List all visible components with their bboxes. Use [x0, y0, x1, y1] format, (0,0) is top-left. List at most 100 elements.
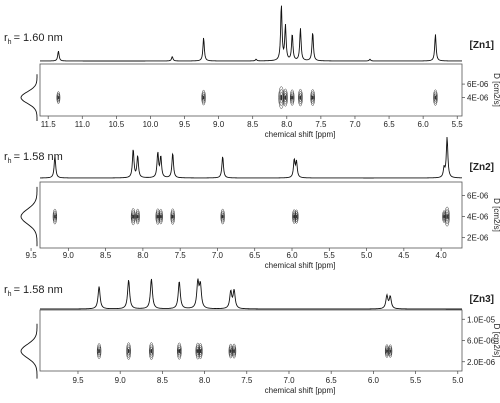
x-tick-label: 6.0	[418, 120, 430, 129]
contour	[290, 91, 294, 104]
dosy-crosspeak-1	[56, 91, 61, 104]
contour	[126, 344, 131, 358]
dosy-crosspeak-4	[176, 342, 182, 360]
x-axis-label: chemical shift [ppm]	[265, 261, 336, 270]
contour	[232, 345, 236, 357]
contour	[136, 212, 139, 221]
y-axis-label: D [cm2/s]	[492, 198, 500, 232]
contour	[126, 342, 131, 360]
dosy-panel-3: 9.5 9.0 8.5 8.0 7.5 7.0 6.5 6.0 5.5 5.0 1.0E-05 6.0…	[4, 278, 500, 395]
spectrum-trace	[40, 5, 462, 62]
dosy-crosspeak-10	[388, 344, 393, 358]
dosy-crosspeak-6	[298, 88, 303, 107]
contour	[54, 214, 56, 219]
contour	[389, 349, 391, 353]
contour	[170, 208, 175, 225]
y-tick-label: 6.0E-06	[467, 337, 496, 346]
x-tick-label: 7.5	[175, 251, 187, 260]
x-tick-label: 9.0	[63, 251, 75, 260]
dosy-crosspeak-5	[289, 89, 295, 106]
y-axis-label: D [cm2/s]	[492, 324, 500, 358]
dosy-panel-2: 9.5 9.0 8.5 8.0 7.5 7.0 6.5 6.0 5.5 5.0 4.5 4.0 6E-0…	[4, 136, 500, 270]
contour	[221, 212, 224, 221]
contour	[283, 90, 288, 105]
dosy-panel-1: 11.5 11.0 10.5 10.0 9.5 9.0 8.5 8.0 7.5 7.0 6.5 6.0…	[4, 5, 500, 139]
dosy-crosspeak-2	[126, 342, 131, 360]
contour	[311, 95, 314, 100]
contour	[232, 347, 236, 355]
contour	[52, 208, 58, 225]
x-tick-label: 8.0	[281, 120, 293, 129]
y-tick-label: 6E-06	[467, 191, 489, 200]
contour	[170, 210, 175, 223]
contour	[386, 349, 388, 353]
dosy-crosspeak-3	[149, 342, 154, 360]
dosy-crosspeak-7	[310, 89, 315, 106]
x-tick-label: 7.0	[283, 376, 295, 385]
dosy-crosspeak-2	[201, 89, 206, 106]
contour	[230, 349, 232, 354]
y-tick-label: 2.0E-06	[467, 358, 496, 367]
x-tick-label: 9.5	[179, 120, 191, 129]
x-tick-label: 9.5	[72, 376, 84, 385]
x-tick-label: 6.0	[286, 251, 298, 260]
contour	[229, 347, 232, 355]
rh-symbol: r	[4, 284, 8, 296]
contour	[159, 210, 163, 223]
x-tick-label: 5.0	[452, 376, 464, 385]
contour	[53, 212, 57, 221]
contour	[160, 214, 162, 219]
compound-label: [Zn1]	[470, 40, 494, 51]
contour	[127, 346, 130, 356]
f1-projection	[20, 323, 38, 379]
contour	[136, 210, 140, 223]
contour	[130, 208, 136, 226]
contour	[53, 210, 57, 223]
x-tick-label: 7.0	[212, 251, 224, 260]
contour	[158, 208, 163, 225]
x-tick-label: 6.5	[249, 251, 261, 260]
x-tick-label: 10.5	[109, 120, 125, 129]
y-axis-label: D [cm2/s]	[492, 73, 500, 107]
contour	[233, 349, 235, 354]
dosy-crosspeak-8	[433, 89, 438, 106]
dosy-frame	[39, 63, 463, 117]
contour	[220, 208, 225, 225]
x-axis-label: chemical shift [ppm]	[265, 130, 336, 139]
x-tick-label: 5.5	[452, 120, 464, 129]
x-tick-label: 11.5	[41, 120, 57, 129]
contour	[221, 210, 225, 223]
contour	[57, 95, 60, 100]
dosy-crosspeak-1	[96, 343, 102, 360]
contour	[96, 343, 102, 360]
contour	[434, 95, 437, 100]
spectrum-trace	[40, 278, 462, 310]
x-tick-label: 10.0	[143, 120, 159, 129]
x-tick-label: 5.5	[410, 376, 422, 385]
x-tick-label: 5.5	[324, 251, 336, 260]
contour	[295, 212, 298, 221]
contour	[291, 95, 293, 100]
contour	[389, 347, 392, 355]
contour	[388, 344, 393, 358]
contour	[433, 89, 438, 106]
contour	[284, 92, 287, 103]
y-tick-label: 4E-06	[467, 94, 489, 103]
contour	[131, 212, 135, 222]
dosy-crosspeak-11	[444, 206, 450, 227]
x-tick-label: 8.0	[199, 376, 211, 385]
contour	[295, 214, 298, 219]
x-tick-label: 7.5	[241, 376, 253, 385]
contour	[443, 214, 445, 219]
contour	[178, 346, 181, 356]
rh-value: = 1.58 nm	[14, 151, 63, 163]
contour	[136, 214, 139, 219]
dosy-crosspeak-4	[283, 88, 288, 107]
y-tick-label: 6E-06	[467, 80, 489, 89]
contour	[57, 94, 60, 101]
contour	[149, 342, 154, 360]
rh-subscript: h	[8, 39, 12, 46]
contour	[280, 94, 283, 101]
rh-label: rh = 1.58 nm	[4, 151, 63, 165]
rh-subscript: h	[8, 291, 12, 298]
